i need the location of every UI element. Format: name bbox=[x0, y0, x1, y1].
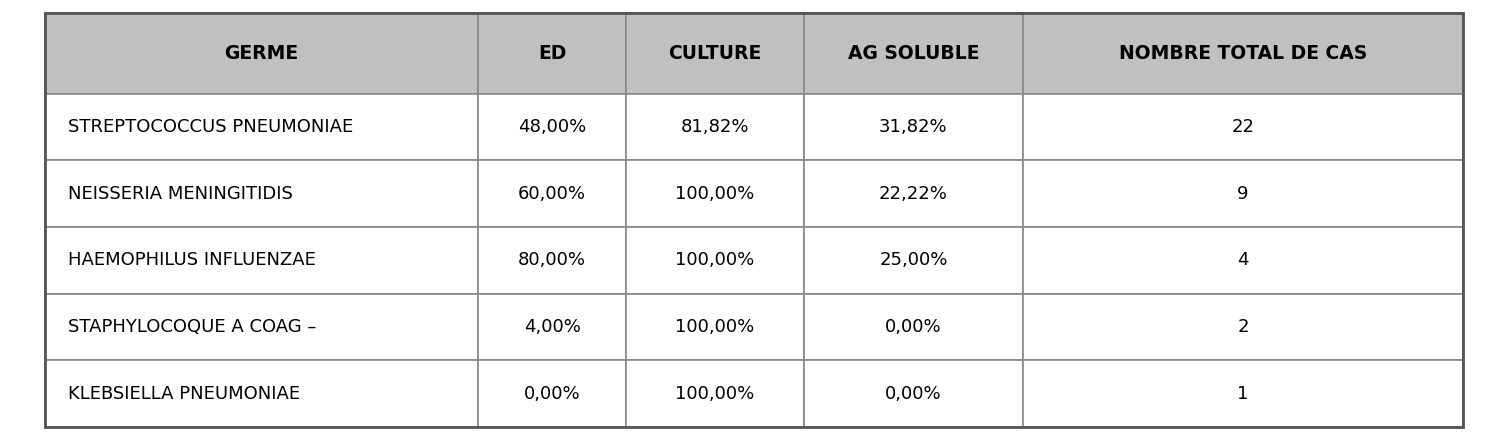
Text: HAEMOPHILUS INFLUENZAE: HAEMOPHILUS INFLUENZAE bbox=[68, 251, 315, 269]
Bar bbox=[626, 360, 804, 427]
Bar bbox=[804, 94, 1024, 161]
Text: AG SOLUBLE: AG SOLUBLE bbox=[847, 44, 979, 63]
Text: 22,22%: 22,22% bbox=[879, 185, 949, 203]
Bar bbox=[45, 13, 478, 94]
Text: NEISSERIA MENINGITIDIS: NEISSERIA MENINGITIDIS bbox=[68, 185, 293, 203]
Text: 2: 2 bbox=[1237, 318, 1249, 336]
Text: 100,00%: 100,00% bbox=[676, 251, 754, 269]
Text: 25,00%: 25,00% bbox=[879, 251, 947, 269]
Text: GERME: GERME bbox=[225, 44, 299, 63]
Bar bbox=[45, 227, 478, 293]
Bar bbox=[1024, 360, 1463, 427]
Text: 81,82%: 81,82% bbox=[680, 118, 749, 136]
Bar bbox=[45, 293, 478, 360]
Bar bbox=[626, 293, 804, 360]
Text: 48,00%: 48,00% bbox=[517, 118, 587, 136]
Bar bbox=[1024, 293, 1463, 360]
Bar bbox=[478, 94, 626, 161]
Text: 0,00%: 0,00% bbox=[885, 318, 942, 336]
Bar bbox=[1024, 161, 1463, 227]
Bar bbox=[626, 94, 804, 161]
Bar bbox=[626, 13, 804, 94]
Bar bbox=[478, 227, 626, 293]
Bar bbox=[804, 227, 1024, 293]
Text: 31,82%: 31,82% bbox=[879, 118, 949, 136]
Text: 100,00%: 100,00% bbox=[676, 318, 754, 336]
Text: 0,00%: 0,00% bbox=[523, 385, 581, 403]
Text: 1: 1 bbox=[1238, 385, 1249, 403]
Bar bbox=[45, 94, 478, 161]
Text: STAPHYLOCOQUE A COAG –: STAPHYLOCOQUE A COAG – bbox=[68, 318, 317, 336]
Bar bbox=[45, 161, 478, 227]
Bar bbox=[1024, 94, 1463, 161]
Bar bbox=[804, 293, 1024, 360]
Bar bbox=[1024, 13, 1463, 94]
Bar bbox=[478, 360, 626, 427]
Text: 100,00%: 100,00% bbox=[676, 185, 754, 203]
Text: STREPTOCOCCUS PNEUMONIAE: STREPTOCOCCUS PNEUMONIAE bbox=[68, 118, 353, 136]
Text: 22: 22 bbox=[1232, 118, 1255, 136]
Text: KLEBSIELLA PNEUMONIAE: KLEBSIELLA PNEUMONIAE bbox=[68, 385, 300, 403]
Bar bbox=[1024, 227, 1463, 293]
Text: CULTURE: CULTURE bbox=[668, 44, 762, 63]
Bar bbox=[626, 227, 804, 293]
Text: NOMBRE TOTAL DE CAS: NOMBRE TOTAL DE CAS bbox=[1119, 44, 1368, 63]
Text: 100,00%: 100,00% bbox=[676, 385, 754, 403]
Bar bbox=[804, 161, 1024, 227]
Bar bbox=[478, 13, 626, 94]
Bar bbox=[626, 161, 804, 227]
Bar bbox=[478, 293, 626, 360]
Text: 80,00%: 80,00% bbox=[519, 251, 587, 269]
Bar bbox=[804, 360, 1024, 427]
Bar bbox=[478, 161, 626, 227]
Bar bbox=[45, 360, 478, 427]
Text: 4: 4 bbox=[1237, 251, 1249, 269]
Bar bbox=[804, 13, 1024, 94]
Text: ED: ED bbox=[538, 44, 566, 63]
Text: 60,00%: 60,00% bbox=[519, 185, 587, 203]
Text: 0,00%: 0,00% bbox=[885, 385, 942, 403]
Text: 9: 9 bbox=[1237, 185, 1249, 203]
Text: 4,00%: 4,00% bbox=[523, 318, 581, 336]
